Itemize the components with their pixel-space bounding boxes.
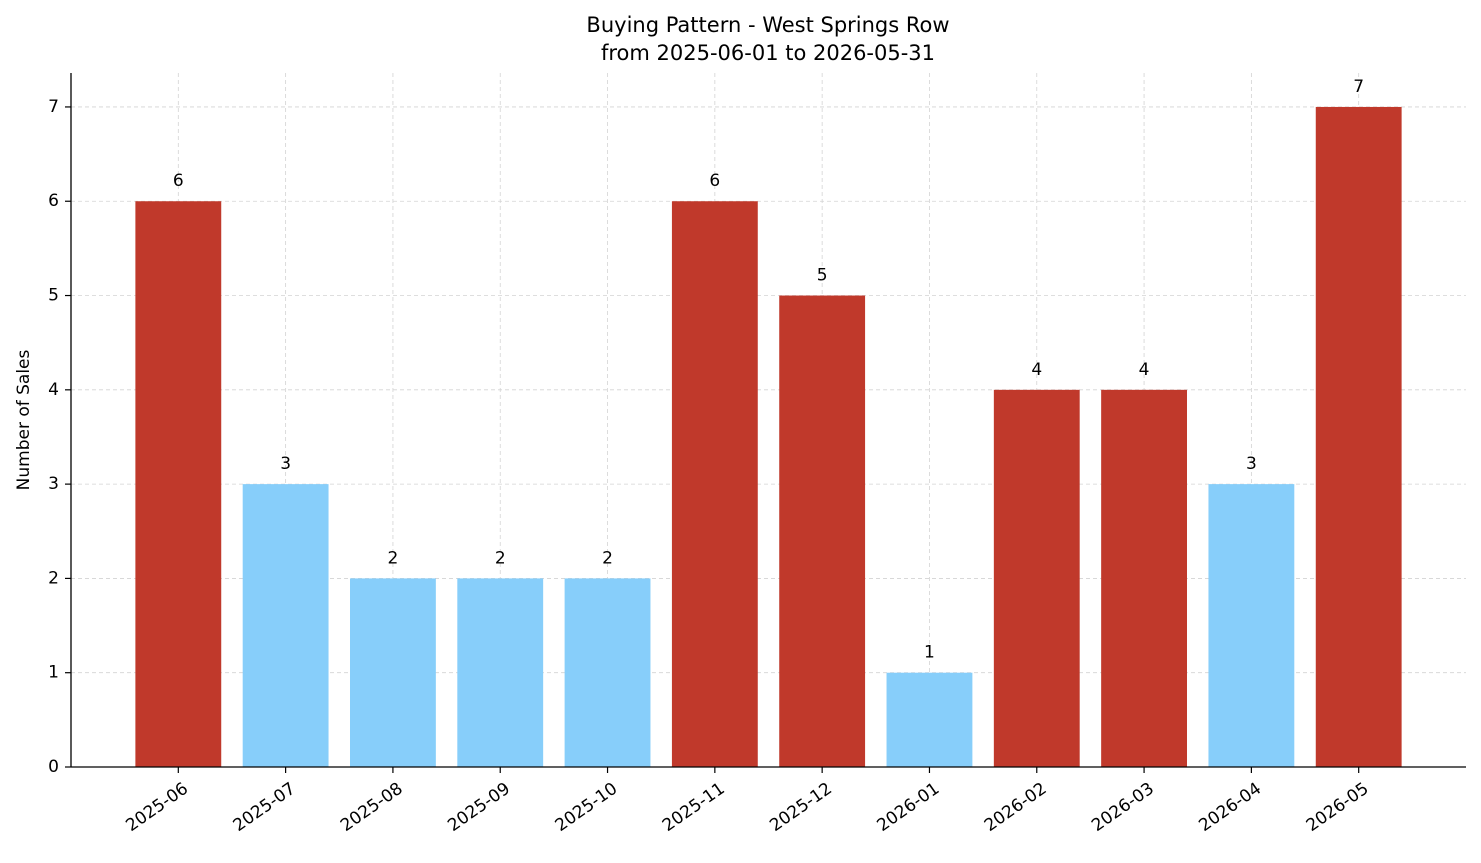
x-tick-label: 2026-03 [1088, 779, 1158, 836]
x-tick-label: 2025-08 [337, 779, 407, 836]
y-tick-label: 0 [48, 757, 59, 777]
y-tick-label: 4 [48, 380, 59, 400]
chart-subtitle: from 2025-06-01 to 2026-05-31 [601, 41, 935, 65]
x-tick-label: 2026-05 [1303, 779, 1373, 836]
x-tick-label: 2025-09 [444, 779, 514, 836]
value-label: 2 [602, 548, 613, 568]
bar [1208, 484, 1295, 767]
value-label: 2 [388, 548, 399, 568]
x-tick-label: 2025-11 [659, 779, 729, 836]
value-label: 2 [495, 548, 506, 568]
bar [242, 484, 329, 767]
value-label: 4 [1139, 360, 1150, 380]
bar [1315, 106, 1402, 767]
x-tick-label: 2025-10 [552, 779, 622, 836]
value-label: 6 [173, 171, 184, 191]
bar [1101, 389, 1187, 767]
bar [779, 295, 866, 767]
x-tick-label: 2026-02 [981, 779, 1051, 836]
y-tick-label: 3 [48, 474, 59, 494]
y-tick-label: 5 [48, 286, 59, 306]
value-label: 7 [1353, 77, 1364, 97]
bar [350, 578, 436, 767]
y-axis-label: Number of Sales [14, 349, 34, 490]
bar [564, 578, 651, 767]
y-tick-label: 2 [48, 568, 59, 588]
value-label: 6 [709, 171, 720, 191]
x-tick-label: 2025-12 [766, 779, 836, 836]
bar [886, 672, 973, 767]
value-label: 1 [924, 643, 935, 663]
value-label: 3 [1246, 454, 1257, 474]
y-tick-label: 1 [48, 663, 59, 683]
x-tick-label: 2026-04 [1195, 779, 1265, 836]
value-label: 3 [280, 454, 291, 474]
bar [457, 578, 544, 767]
y-tick-label: 6 [48, 191, 59, 211]
x-tick-label: 2026-01 [874, 779, 944, 836]
bar [135, 201, 222, 767]
chart-title: Buying Pattern - West Springs Row [586, 13, 949, 37]
value-label: 4 [1031, 360, 1042, 380]
bar [993, 389, 1080, 767]
x-tick-label: 2025-07 [230, 779, 300, 836]
y-tick-label: 7 [48, 97, 59, 117]
x-tick-label: 2025-06 [122, 779, 192, 836]
bar [671, 201, 758, 767]
value-label: 5 [817, 266, 828, 286]
